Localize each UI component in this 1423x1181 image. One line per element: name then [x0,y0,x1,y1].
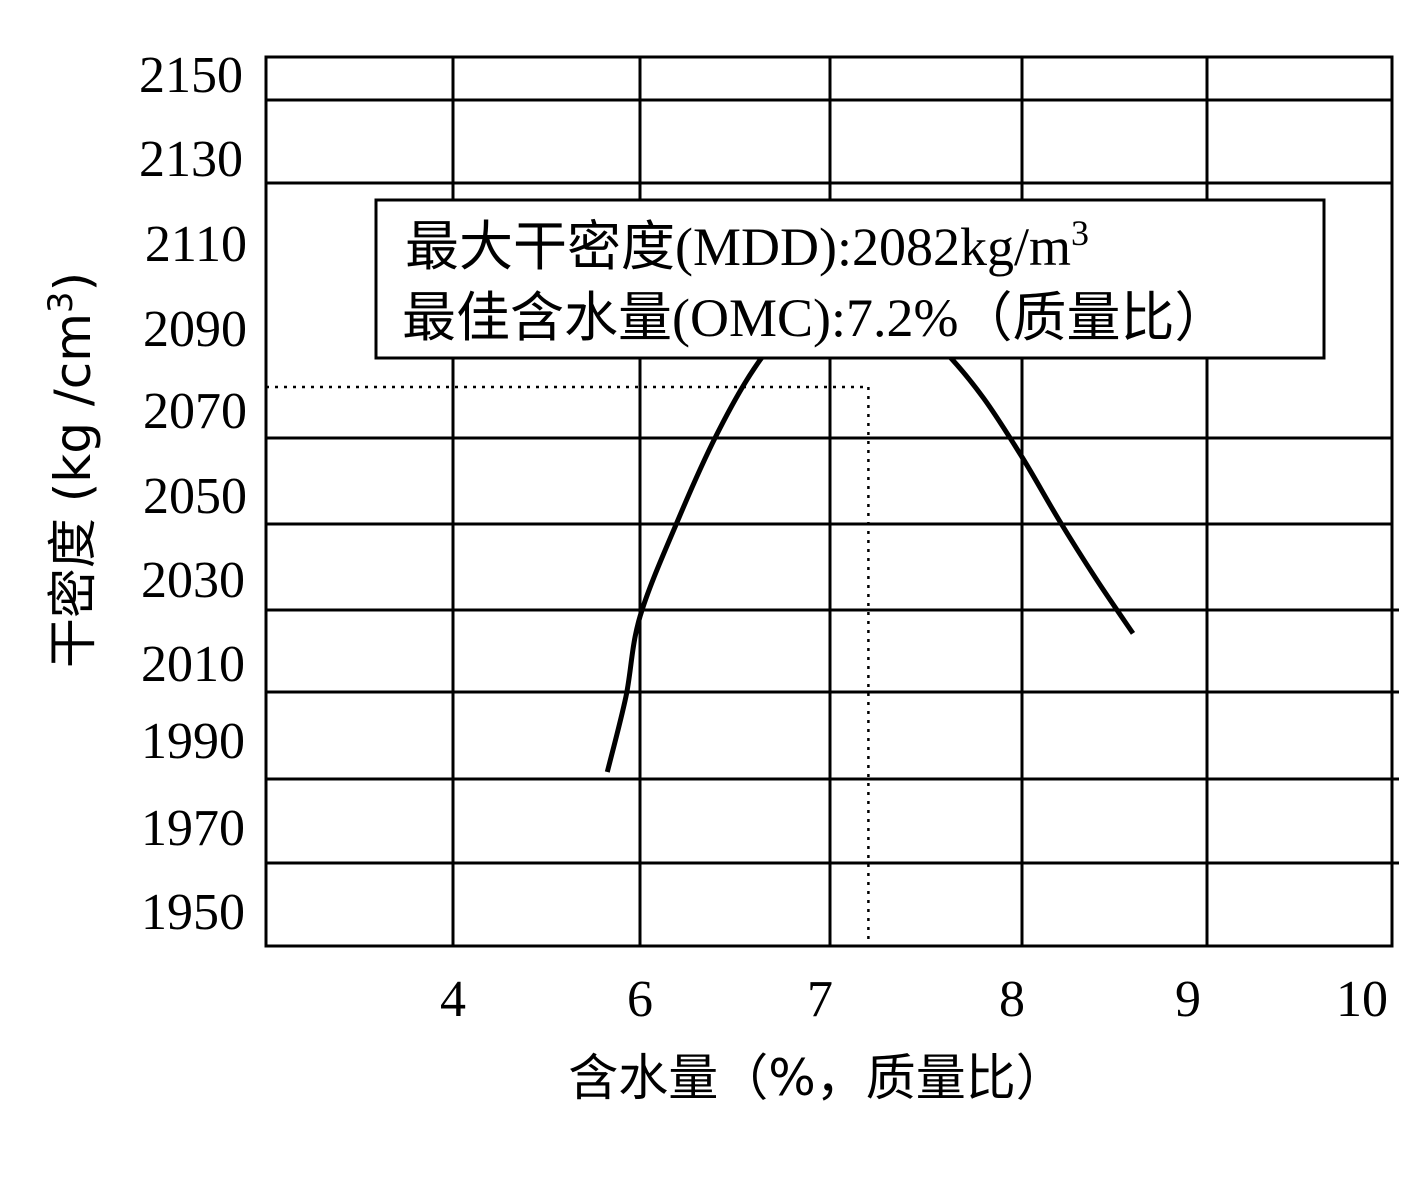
annotation-line-1-sup: 3 [1071,213,1089,253]
series-line [604,296,1136,773]
annotation-line-2: 最佳含水量(OMC):7.2%（质量比） [402,288,1228,348]
y-tick-label: 1970 [141,800,245,857]
y-tick-label: 2110 [145,216,247,273]
y-tick-label: 2010 [141,636,245,693]
grid-lines [264,55,1399,948]
y-tick-label: 2130 [139,131,243,188]
plot-frame [264,55,1394,948]
y-tick-label: 2150 [139,47,243,104]
y-tick-label: 2070 [143,383,247,440]
peak-guide-lines [266,385,870,946]
y-tick-label: 2030 [141,552,245,609]
x-tick-label: 9 [1175,971,1201,1028]
y-axis-title: 干密度 (kg /cm3) [41,272,102,668]
y-tick-label: 2090 [143,301,247,358]
y-tick-label: 2050 [143,468,247,525]
x-tick-label: 7 [807,971,833,1028]
y-axis-title-close: ) [44,272,102,292]
y-tick-label: 1990 [141,713,245,770]
y-tick-labels: 2150 2130 2110 2090 2070 2050 2030 2010 1990 1970… [139,47,247,941]
x-tick-label: 10 [1336,971,1388,1028]
series-group [604,296,1136,773]
annotation-box [374,198,1326,360]
x-tick-label: 8 [999,971,1025,1028]
x-axis-title: 含水量（%，质量比） [568,1049,1066,1107]
y-axis-title-sup: 3 [41,291,81,313]
y-tick-label: 1950 [141,884,245,941]
x-tick-labels: 4 6 7 8 9 10 [440,971,1388,1028]
x-tick-label: 4 [440,971,466,1028]
x-tick-label: 6 [627,971,653,1028]
annotation-line-1: 最大干密度(MDD):2082kg/m3 [405,213,1089,277]
